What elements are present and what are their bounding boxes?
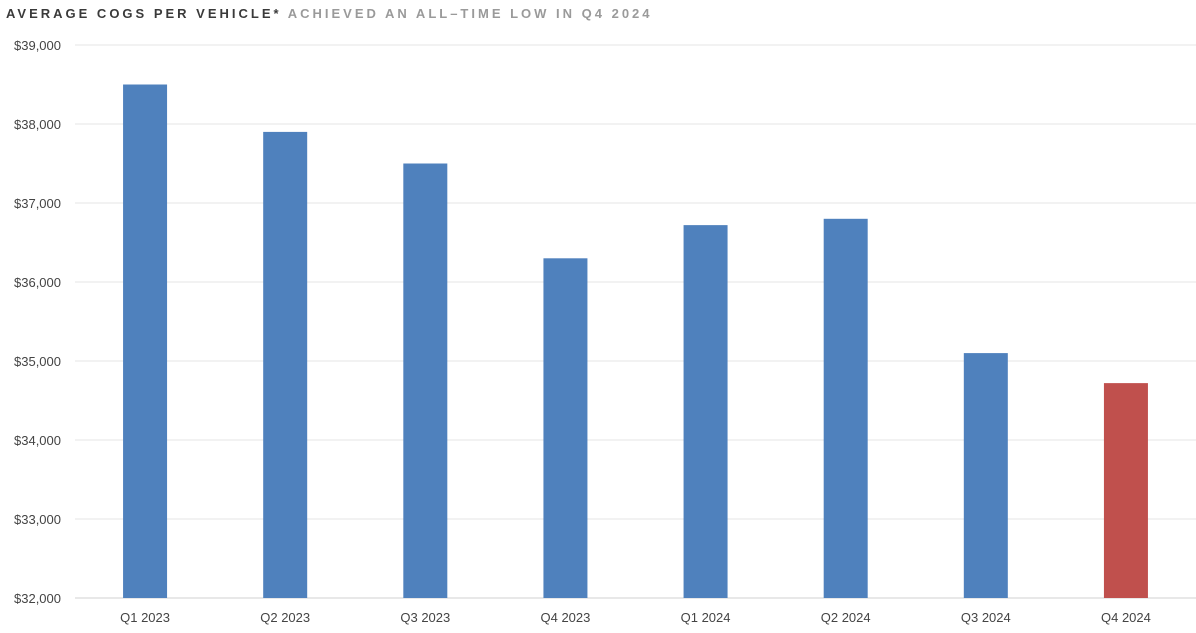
bar-q2-2023 bbox=[263, 131, 308, 598]
x-tick-label: Q4 2023 bbox=[541, 610, 591, 625]
x-axis-ticks: Q1 2023 Q2 2023 Q3 2023 Q4 2023 Q1 2024 Q2 20… bbox=[120, 610, 1151, 625]
x-tick-label: Q1 2024 bbox=[681, 610, 731, 625]
chart-title: AVERAGE COGS PER VEHICLE* ACHIEVED AN AL… bbox=[6, 6, 653, 21]
chart-title-main: AVERAGE COGS PER VEHICLE* bbox=[6, 6, 282, 21]
y-axis-ticks: $32,000 $33,000 $34,000 $35,000 $36,000 $37,0… bbox=[14, 38, 61, 606]
y-tick-label: $39,000 bbox=[14, 38, 61, 53]
y-tick-label: $36,000 bbox=[14, 275, 61, 290]
chart-title-sub: ACHIEVED AN ALL–TIME LOW IN Q4 2024 bbox=[287, 6, 653, 21]
x-tick-label: Q3 2024 bbox=[961, 610, 1011, 625]
bar-q1-2023 bbox=[123, 84, 168, 598]
bar-q2-2024 bbox=[823, 218, 868, 599]
y-tick-label: $32,000 bbox=[14, 591, 61, 606]
y-tick-label: $37,000 bbox=[14, 196, 61, 211]
y-tick-label: $34,000 bbox=[14, 433, 61, 448]
x-tick-label: Q3 2023 bbox=[400, 610, 450, 625]
y-tick-label: $35,000 bbox=[14, 354, 61, 369]
bars bbox=[123, 84, 1148, 599]
x-tick-label: Q2 2023 bbox=[260, 610, 310, 625]
x-tick-label: Q2 2024 bbox=[821, 610, 871, 625]
bar-q4-2024 bbox=[1103, 383, 1148, 598]
x-tick-label: Q1 2023 bbox=[120, 610, 170, 625]
bar-q4-2023 bbox=[543, 258, 588, 598]
y-tick-label: $38,000 bbox=[14, 117, 61, 132]
y-tick-label: $33,000 bbox=[14, 512, 61, 527]
bar-q1-2024 bbox=[683, 225, 728, 598]
gridlines bbox=[75, 44, 1196, 599]
bar-q3-2023 bbox=[403, 163, 448, 598]
x-tick-label: Q4 2024 bbox=[1101, 610, 1151, 625]
bar-q3-2024 bbox=[963, 353, 1008, 598]
